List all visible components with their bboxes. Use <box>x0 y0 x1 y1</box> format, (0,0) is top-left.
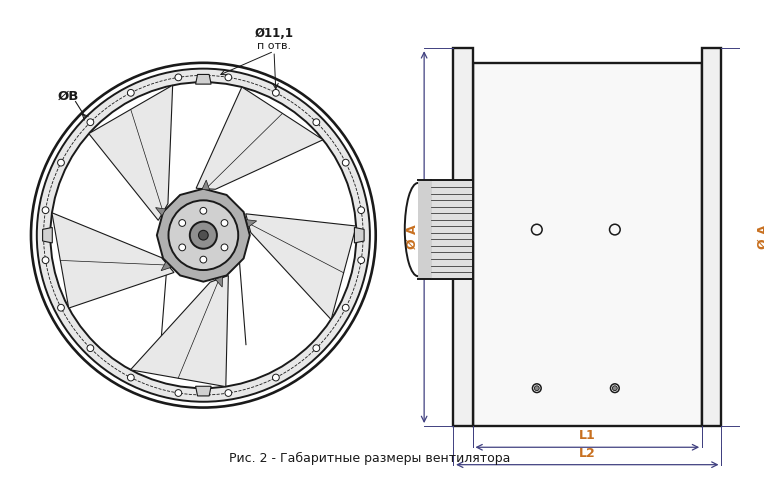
Circle shape <box>87 345 94 351</box>
Bar <box>195 324 212 369</box>
Circle shape <box>342 304 349 311</box>
Polygon shape <box>354 228 364 243</box>
Circle shape <box>42 207 49 214</box>
Circle shape <box>200 256 207 263</box>
Bar <box>432 180 473 279</box>
Polygon shape <box>246 214 356 320</box>
Circle shape <box>273 90 280 96</box>
Polygon shape <box>161 261 171 271</box>
Circle shape <box>175 74 182 81</box>
Polygon shape <box>196 386 211 396</box>
Circle shape <box>50 82 356 388</box>
Bar <box>418 180 432 279</box>
Circle shape <box>358 207 364 214</box>
Circle shape <box>342 159 349 166</box>
Bar <box>702 48 721 426</box>
Circle shape <box>175 389 182 396</box>
Circle shape <box>37 68 370 402</box>
Polygon shape <box>202 180 209 190</box>
Circle shape <box>221 244 228 251</box>
Polygon shape <box>131 276 228 387</box>
Circle shape <box>225 389 231 396</box>
Circle shape <box>613 386 617 390</box>
Bar <box>473 63 702 426</box>
Circle shape <box>179 220 186 227</box>
Polygon shape <box>157 189 250 281</box>
Circle shape <box>57 159 64 166</box>
Text: Ø A: Ø A <box>406 225 419 250</box>
Circle shape <box>57 304 64 311</box>
Circle shape <box>128 90 134 96</box>
Polygon shape <box>52 213 174 308</box>
Circle shape <box>87 119 94 126</box>
Circle shape <box>313 119 319 126</box>
Circle shape <box>225 74 231 81</box>
Circle shape <box>313 345 319 351</box>
Text: Рис. 2 - Габаритные размеры вентилятора: Рис. 2 - Габаритные размеры вентилятора <box>229 452 510 466</box>
Text: L2: L2 <box>579 447 596 460</box>
Circle shape <box>189 222 217 249</box>
Circle shape <box>179 244 186 251</box>
Circle shape <box>42 257 49 264</box>
Polygon shape <box>89 85 173 220</box>
Circle shape <box>221 220 228 227</box>
Circle shape <box>534 386 539 390</box>
Text: п отв.: п отв. <box>257 40 291 51</box>
Polygon shape <box>196 87 323 189</box>
Circle shape <box>128 374 134 381</box>
Text: Ø A: Ø A <box>756 225 764 250</box>
Text: ØB: ØB <box>58 90 79 103</box>
Circle shape <box>273 374 280 381</box>
Bar <box>418 180 432 279</box>
Circle shape <box>199 230 209 240</box>
Circle shape <box>358 257 364 264</box>
Text: L1: L1 <box>579 429 596 442</box>
Circle shape <box>200 207 207 214</box>
Circle shape <box>169 201 238 270</box>
Polygon shape <box>196 74 211 84</box>
Polygon shape <box>43 228 52 243</box>
Polygon shape <box>215 277 222 287</box>
Bar <box>453 48 473 426</box>
Polygon shape <box>246 220 257 227</box>
Polygon shape <box>156 208 166 216</box>
Text: Ø11,1: Ø11,1 <box>254 27 293 40</box>
